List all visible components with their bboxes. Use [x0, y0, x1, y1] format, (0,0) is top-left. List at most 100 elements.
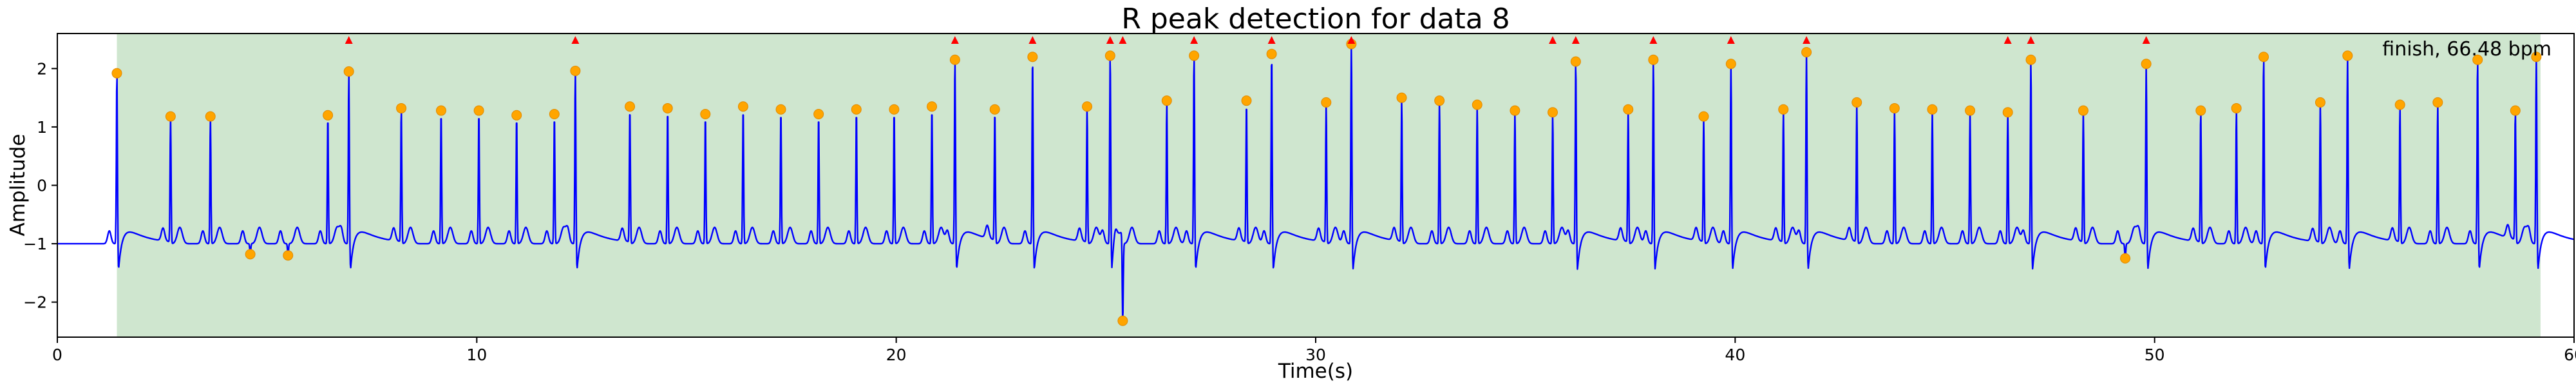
r-peak-point — [1117, 315, 1128, 326]
r-peak-point — [1434, 95, 1445, 106]
x-axis-label: Time(s) — [1278, 360, 1353, 383]
r-peak-point — [2342, 50, 2353, 61]
x-axis: 0 10 20 30 40 50 60 — [52, 337, 2576, 364]
r-peak-point — [700, 108, 711, 119]
r-peak-point — [1082, 101, 1093, 112]
r-peak-point — [737, 101, 748, 112]
flag-marker — [345, 36, 353, 44]
r-peak-point — [2432, 97, 2443, 108]
r-peak-point — [813, 108, 824, 119]
r-peak-point — [2002, 107, 2013, 118]
r-peak-point — [1321, 97, 1332, 108]
r-peak-point — [2231, 102, 2242, 113]
r-peak-point — [245, 249, 256, 260]
y-tick-label: 1 — [37, 118, 47, 137]
y-tick-label: 0 — [37, 177, 47, 195]
r-peak-point — [205, 111, 216, 122]
y-tick-label: 2 — [37, 59, 47, 78]
r-peak-point — [2120, 253, 2131, 264]
flag-marker — [1347, 36, 1356, 44]
valid-region-shading — [117, 34, 2541, 337]
r-peak-point — [473, 105, 484, 116]
r-peak-point — [1623, 104, 1634, 115]
r-peak-point — [2195, 105, 2206, 116]
x-tick-label: 60 — [2564, 346, 2576, 364]
r-peak-point — [323, 110, 334, 121]
r-peak-point — [111, 68, 122, 79]
signal-series-line — [57, 44, 2575, 319]
r-peak-point — [949, 54, 960, 65]
flag-marker — [1028, 36, 1037, 44]
r-peak-point — [549, 108, 560, 119]
r-peak-point — [1189, 50, 1200, 61]
r-peak-point — [2531, 52, 2542, 63]
flag-marker — [1571, 36, 1580, 44]
r-peak-point — [1472, 99, 1482, 110]
r-peak-point — [1852, 97, 1862, 108]
x-tick-label: 20 — [886, 346, 907, 364]
r-peak-point — [2141, 59, 2152, 70]
flag-marker — [1267, 36, 1276, 44]
flag-marker — [1106, 36, 1114, 44]
r-peak-point — [1698, 111, 1709, 122]
r-peak-point — [165, 111, 176, 122]
r-peak-point — [775, 104, 786, 115]
r-peak-point — [283, 250, 294, 261]
flag-markers — [345, 36, 2150, 44]
r-peak-point — [927, 101, 938, 112]
r-peak-point — [343, 66, 354, 77]
x-tick-label: 0 — [52, 346, 62, 364]
flag-marker — [1190, 36, 1198, 44]
r-peak-point — [1570, 56, 1581, 67]
r-peak-point — [989, 104, 1000, 115]
flag-marker — [1119, 36, 1127, 44]
flag-marker — [1803, 36, 1811, 44]
r-peak-point — [1241, 95, 1252, 106]
y-tick-label: −2 — [23, 293, 47, 312]
r-peak-point — [2510, 105, 2521, 116]
flag-marker — [2003, 36, 2012, 44]
x-tick-label: 10 — [466, 346, 487, 364]
y-axis: −2 −1 0 1 2 — [23, 59, 57, 312]
x-tick-label: 50 — [2145, 346, 2165, 364]
r-peak-point — [1965, 105, 1976, 116]
chart-title: R peak detection for data 8 — [1121, 3, 1510, 35]
r-peak-markers — [111, 39, 2542, 326]
y-tick-label: −1 — [23, 235, 47, 253]
x-tick-label: 40 — [1725, 346, 1745, 364]
r-peak-point — [889, 104, 900, 115]
r-peak-point — [396, 102, 407, 113]
flag-marker — [2027, 36, 2035, 44]
r-peak-point — [851, 104, 862, 115]
r-peak-point — [2259, 52, 2269, 63]
r-peak-point — [1396, 92, 1407, 103]
r-peak-point — [1548, 107, 1558, 118]
r-peak-point — [662, 102, 673, 113]
flag-marker — [571, 36, 580, 44]
r-peak-point — [570, 65, 581, 76]
r-peak-point — [1801, 46, 1812, 57]
r-peak-point — [1927, 104, 1938, 115]
r-peak-point — [1266, 48, 1277, 59]
flag-marker — [951, 36, 959, 44]
r-peak-point — [1648, 54, 1659, 65]
flag-marker — [1727, 36, 1735, 44]
r-peak-point — [625, 101, 636, 112]
r-peak-point — [2394, 99, 2405, 110]
flag-marker — [2142, 36, 2150, 44]
r-peak-point — [1510, 105, 1520, 116]
flag-marker — [1649, 36, 1658, 44]
status-annotation: finish, 66.48 bpm — [2382, 38, 2552, 61]
flag-marker — [1549, 36, 1557, 44]
r-peak-point — [1027, 52, 1038, 63]
r-peak-point — [2078, 105, 2088, 116]
r-peak-point — [2315, 97, 2325, 108]
r-peak-point — [2472, 54, 2483, 65]
r-peak-point — [1104, 50, 1115, 61]
r-peak-point — [1161, 95, 1172, 106]
y-axis-label: Amplitude — [6, 134, 30, 237]
r-peak-point — [1889, 102, 1900, 113]
r-peak-point — [1778, 104, 1789, 115]
